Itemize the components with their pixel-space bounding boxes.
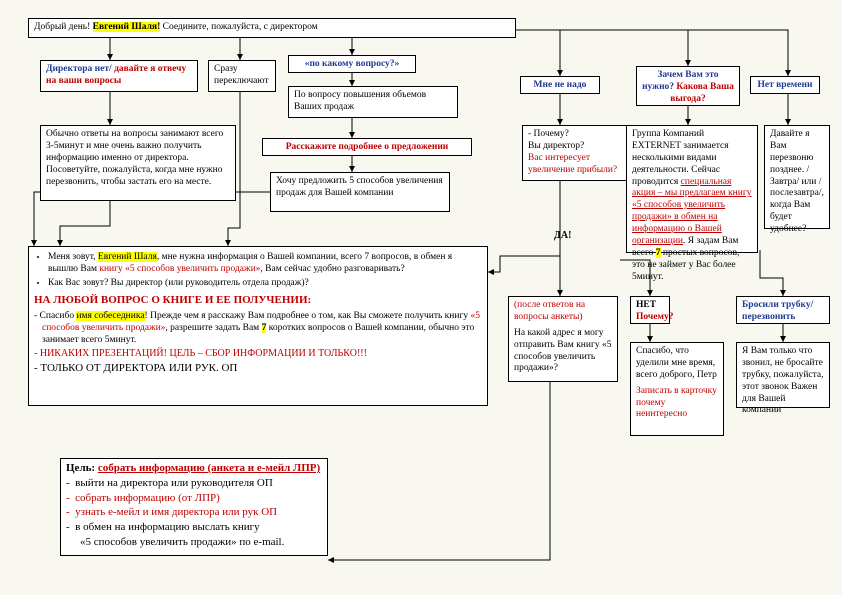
node-dont-hang-up: Я Вам только что звонил, не бросайте тру… <box>736 342 830 408</box>
node-five-ways: Хочу предложить 5 способов увеличения пр… <box>270 172 450 212</box>
node-dont-need: Мне не надо <box>520 76 600 94</box>
label-yes: ДА! <box>554 230 571 241</box>
node-hung-up: Бросили трубку/ перезвонить <box>736 296 830 324</box>
node-no-director: Директора нет/ давайте я отвечу на ваши … <box>40 60 198 92</box>
node-tell-more: Расскажите подробнее о предложении <box>262 138 472 156</box>
node-no-why: НЕТ Почему? <box>630 296 670 324</box>
node-goal: Цель: собрать информацию (анкета и е-мей… <box>60 458 328 556</box>
node-externet-pitch: Группа Компаний EXTERNET занимается неск… <box>626 125 758 253</box>
node-transfer: Сразупереключают <box>208 60 276 92</box>
node-callback-advice: Обычно ответы на вопросы занимают всего … <box>40 125 236 201</box>
node-why-benefit: Зачем Вам это нужно? Какова Ваша выгода? <box>636 66 740 106</box>
node-which-question: «по какому вопросу?» <box>288 55 416 73</box>
node-call-later: Давайте я Вам перезвоню позднее. /Завтра… <box>764 125 830 229</box>
node-sales-volume: По вопросу повышения объемовВаших продаж <box>288 86 458 118</box>
node-thanks-record: Спасибо, что уделили мне время, всего до… <box>630 342 724 436</box>
node-main-script: Меня зовут, Евгений Шаля, мне нужна инфо… <box>28 246 488 406</box>
node-after-survey: (после ответов на вопросы анкеты) На как… <box>508 296 618 382</box>
node-why-director: - Почему? Вы директор? Вас интересует ув… <box>522 125 640 181</box>
node-no-time: Нет времени <box>750 76 820 94</box>
node-greeting: Добрый день! Евгений Шаля! Соедините, по… <box>28 18 516 38</box>
